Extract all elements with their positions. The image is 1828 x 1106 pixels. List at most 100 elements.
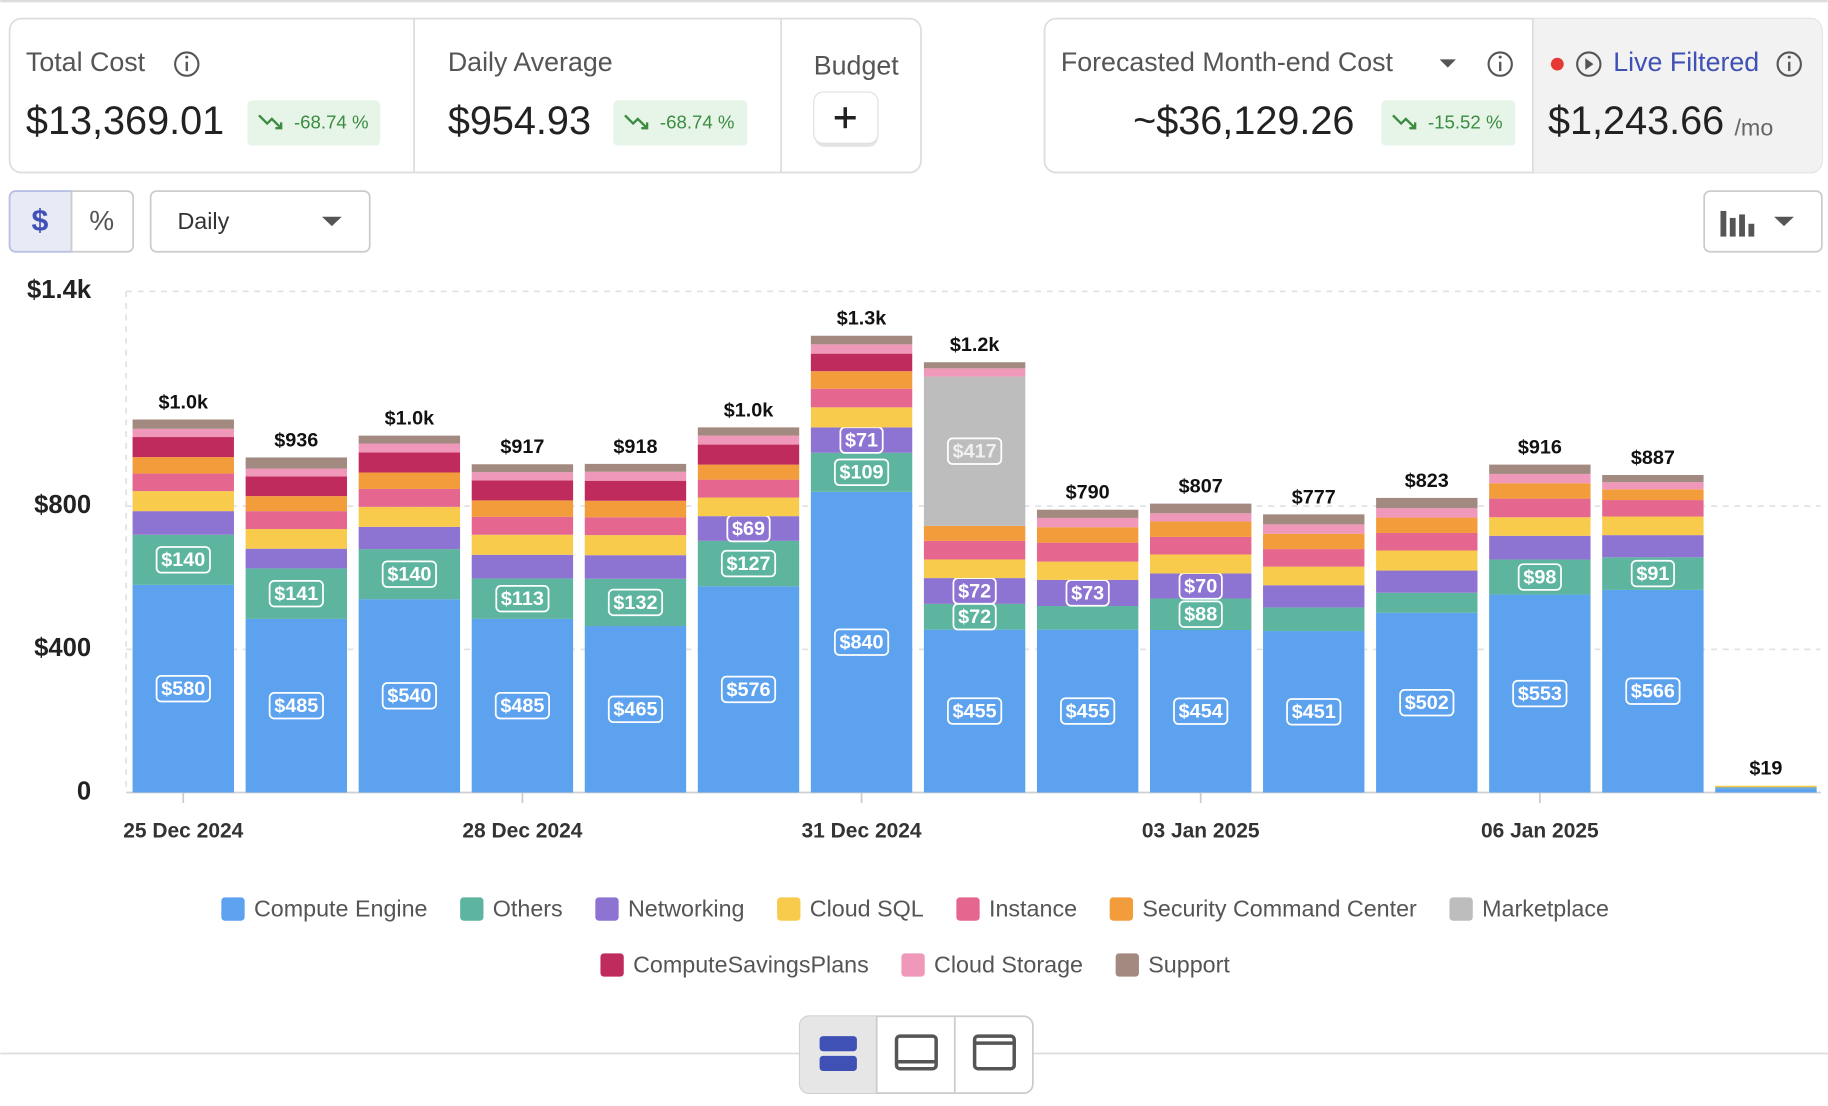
value-label-box [607,588,664,617]
total-label: $777 [1292,486,1336,508]
legend-swatch [777,897,801,921]
legend-item[interactable]: Networking [595,895,744,921]
granularity-dropdown[interactable] [149,190,371,253]
bar-segment [1150,554,1252,574]
layout-full[interactable] [972,1034,1016,1071]
dropdown-caret[interactable] [1439,59,1456,68]
value-label-box [1178,600,1223,628]
forecast-change: -15.52 % [1428,111,1503,132]
bar-segment [697,464,800,480]
value-label: $580 [161,678,205,700]
live-unit: /mo [1734,115,1773,141]
bar-segment [471,500,574,517]
value-label-box [155,674,211,703]
unit-toggle [8,190,135,253]
bar-segment [923,368,1026,377]
value-label: $140 [387,564,431,586]
legend-item[interactable]: Security Command Center [1109,895,1417,921]
total-label: $918 [613,436,657,458]
bar-segment [1602,482,1704,490]
legend-item[interactable]: ComputeSavingsPlans [600,951,869,977]
bar-segment [1150,513,1252,522]
bar-segment [1036,527,1139,543]
legend-swatch [1449,897,1473,921]
value-label-box [1625,677,1681,705]
percent-toggle[interactable]: % [89,205,114,236]
value-label: $141 [274,583,318,605]
bar-segment [1263,566,1365,586]
change-badge [247,100,381,146]
value-label: $132 [613,592,657,614]
budget-label: Budget [814,51,899,81]
legend-swatch [956,897,980,921]
legend-item[interactable]: Cloud Storage [901,951,1083,977]
y-tick-label: $1.4k [27,276,92,304]
legend-item[interactable]: Cloud SQL [777,895,924,921]
legend-swatch [1109,897,1134,921]
total-label: $1.0k [385,408,436,430]
legend-swatch [600,953,624,977]
info-icon[interactable] [1487,51,1513,77]
total-label: $1.2k [950,334,1001,356]
bar-segment [810,335,913,345]
legend-item[interactable]: Instance [956,895,1077,921]
value-label: $417 [953,441,997,463]
chart-type-button[interactable] [1703,190,1823,253]
info-icon[interactable] [174,51,200,77]
bar-segment [358,488,461,507]
legend-item[interactable]: Marketplace [1449,895,1609,921]
bar-segment [584,500,687,518]
value-label: $72 [958,606,991,628]
value-label-box [833,458,890,486]
bar-segment [132,437,234,458]
bar-segment [1036,542,1139,562]
total-label: $916 [1518,437,1562,459]
total-cost-change: -68.74 % [294,111,369,132]
bar-segment [810,407,913,428]
info-icon[interactable] [1776,51,1802,77]
live-label[interactable]: Live Filtered [1613,47,1759,77]
bar-segment [245,457,348,469]
layout-toggle [798,1015,1034,1095]
x-tick-label: 06 Jan 2025 [1481,820,1599,843]
add-budget-button[interactable] [813,91,879,147]
bar-segment [584,480,687,501]
bar-segment [1036,606,1139,630]
bar-segment [245,529,348,549]
bar-segment [810,353,913,372]
bar-segment [1263,549,1365,567]
currency-toggle[interactable]: $ [31,205,48,238]
bar-segment [471,516,574,535]
value-label: $553 [1518,683,1562,705]
play-icon[interactable] [1576,51,1602,77]
value-label-box [947,437,1003,465]
x-tick-label: 03 Jan 2025 [1142,820,1260,843]
value-label: $451 [1292,701,1336,723]
bar-segment [584,555,687,579]
value-label: $69 [732,518,765,540]
bar-segment [132,419,234,429]
legend-item[interactable]: Support [1115,951,1231,977]
value-label: $113 [501,588,544,610]
value-label: $502 [1405,692,1449,714]
legend-label: Support [1148,951,1230,977]
value-label-box [947,697,1003,725]
bar-segment [1489,464,1591,474]
bar-segment [923,540,1026,560]
live-panel [1532,18,1822,173]
y-tick-label: $800 [34,491,91,519]
legend-item[interactable]: Others [460,895,563,921]
daily-average-change: -68.74 % [660,111,735,132]
bar-segment [1263,524,1365,534]
layout-split[interactable] [894,1034,938,1071]
legend-item[interactable]: Compute Engine [221,895,428,921]
layout-stacked[interactable] [819,1036,857,1072]
bar-segment [1150,536,1252,555]
legend-label: Compute Engine [254,895,428,921]
value-label-box [268,691,324,720]
bar-segment [1602,500,1704,517]
bar-segment [1150,521,1252,537]
bar-segment [1489,473,1591,484]
bar-segment [1376,550,1478,571]
